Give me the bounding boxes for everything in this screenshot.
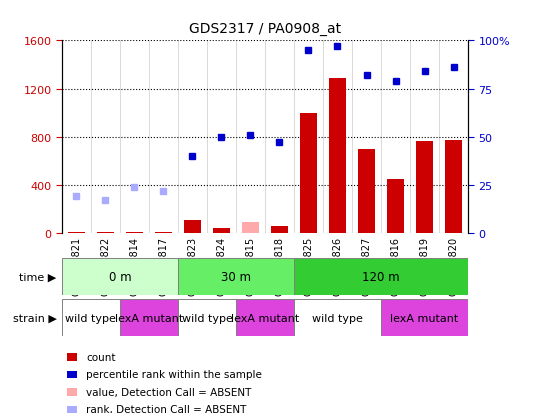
- Bar: [387, 179, 404, 233]
- Bar: [294, 258, 468, 295]
- Bar: [62, 299, 120, 337]
- Bar: [183, 220, 201, 233]
- Bar: [155, 232, 172, 233]
- Bar: [68, 232, 85, 233]
- Bar: [236, 299, 294, 337]
- Bar: [271, 226, 288, 233]
- Bar: [178, 299, 236, 337]
- Text: value, Detection Call = ABSENT: value, Detection Call = ABSENT: [86, 387, 251, 397]
- Text: count: count: [86, 352, 116, 362]
- Bar: [120, 299, 178, 337]
- Text: rank, Detection Call = ABSENT: rank, Detection Call = ABSENT: [86, 404, 246, 413]
- Bar: [213, 228, 230, 233]
- Bar: [242, 223, 259, 233]
- Text: 30 m: 30 m: [221, 270, 251, 283]
- Bar: [62, 258, 178, 295]
- Text: time ▶: time ▶: [19, 272, 56, 282]
- Bar: [329, 78, 346, 233]
- Bar: [416, 142, 433, 233]
- Text: wild type: wild type: [312, 313, 363, 323]
- Bar: [178, 258, 294, 295]
- Text: strain ▶: strain ▶: [12, 313, 56, 323]
- Text: wild type: wild type: [66, 313, 116, 323]
- Text: lexA mutant: lexA mutant: [115, 313, 183, 323]
- Bar: [300, 113, 317, 233]
- Text: 0 m: 0 m: [109, 270, 131, 283]
- Bar: [358, 150, 375, 233]
- Text: lexA mutant: lexA mutant: [231, 313, 299, 323]
- Text: percentile rank within the sample: percentile rank within the sample: [86, 370, 262, 380]
- Bar: [381, 299, 468, 337]
- Text: wild type: wild type: [181, 313, 232, 323]
- Text: 120 m: 120 m: [362, 270, 400, 283]
- Bar: [445, 141, 462, 233]
- Text: lexA mutant: lexA mutant: [391, 313, 459, 323]
- Title: GDS2317 / PA0908_at: GDS2317 / PA0908_at: [189, 22, 341, 36]
- Bar: [294, 299, 381, 337]
